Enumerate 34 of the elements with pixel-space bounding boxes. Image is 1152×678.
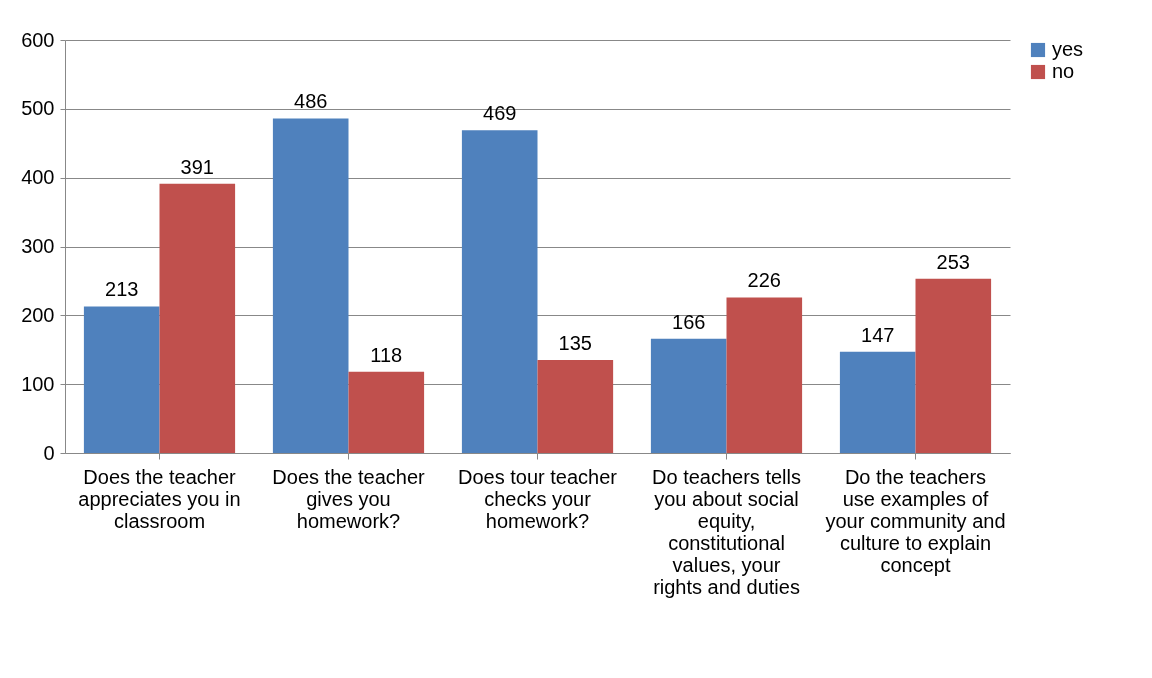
data-label: 213 — [105, 278, 139, 301]
x-tick-label: Does the teacher gives you homework? — [272, 465, 425, 532]
data-label: 118 — [370, 343, 403, 366]
y-tick-label: 600 — [21, 28, 55, 51]
bar — [348, 371, 425, 453]
bar — [159, 183, 236, 453]
bar — [726, 297, 803, 453]
data-label: 469 — [483, 102, 517, 125]
data-label: 253 — [936, 250, 970, 273]
y-tick-label: 500 — [21, 97, 55, 120]
x-tick-label: Does the teacher appreciates you in classroom — [78, 465, 241, 532]
data-label: 486 — [294, 90, 328, 113]
x-tick-label: Do teachers tells you about social equity, constitutional values, your rights and duties — [652, 465, 801, 598]
bar — [461, 130, 538, 453]
bar — [83, 306, 160, 453]
data-label: 135 — [558, 332, 592, 355]
y-tick-label: 400 — [21, 166, 55, 189]
y-tick-label: 0 — [43, 441, 55, 464]
y-tick-label: 300 — [21, 235, 55, 257]
bar — [839, 351, 916, 453]
legend-label: no — [1052, 60, 1075, 82]
y-tick-label: 200 — [21, 303, 55, 326]
bar — [650, 338, 727, 453]
bar — [537, 360, 614, 453]
x-tick-label: Do the teachers use examples of your community and culture to explain concept — [825, 465, 1006, 576]
y-tick-label: 100 — [21, 372, 55, 395]
x-tick-label: Does tour teacher checks your homework? — [458, 465, 618, 532]
bar — [915, 278, 992, 453]
bar — [272, 118, 349, 453]
data-label: 147 — [861, 323, 895, 346]
data-label: 391 — [180, 155, 214, 178]
legend-label: yes — [1052, 38, 1084, 60]
data-label: 166 — [672, 310, 706, 333]
data-label: 226 — [747, 269, 781, 292]
